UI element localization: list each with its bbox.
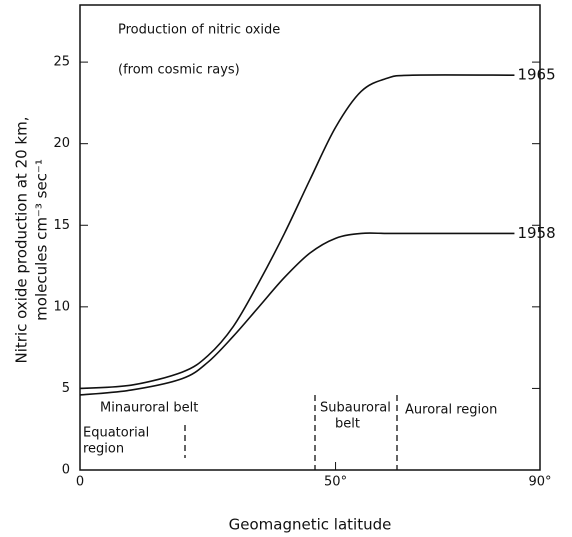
region-label: Subauroral xyxy=(320,401,391,416)
plot-frame xyxy=(79,4,541,471)
series-label: 1965 xyxy=(517,66,555,84)
y-tick-label: 15 xyxy=(53,218,70,233)
y-tick-label: 0 xyxy=(62,463,70,478)
region-label: region xyxy=(83,442,124,457)
chart-subtitle: (from cosmic rays) xyxy=(118,63,240,78)
region-dividers xyxy=(184,395,398,470)
x-tick-label: 0 xyxy=(76,475,84,490)
series-label: 1958 xyxy=(517,224,555,242)
series-line xyxy=(79,232,515,396)
region-label: belt xyxy=(335,417,360,432)
series-line xyxy=(79,74,515,390)
y-axis-label: molecules cm⁻³ sec⁻¹ xyxy=(33,159,51,321)
x-tick-label: 50° xyxy=(324,475,347,490)
y-tick-label: 10 xyxy=(53,299,70,314)
x-axis-label: Geomagnetic latitude xyxy=(229,516,392,534)
region-label: Auroral region xyxy=(405,403,497,418)
region-label: Equatorial xyxy=(83,426,149,441)
y-tick-label: 25 xyxy=(53,55,70,70)
y-axis-label: Nitric oxide production at 20 km, xyxy=(13,117,31,364)
x-tick-label: 90° xyxy=(528,475,551,490)
region-label: Minauroral belt xyxy=(100,401,198,416)
y-tick-label: 20 xyxy=(53,136,70,151)
chart-title: Production of nitric oxide xyxy=(118,23,280,38)
y-tick-label: 5 xyxy=(62,381,70,396)
